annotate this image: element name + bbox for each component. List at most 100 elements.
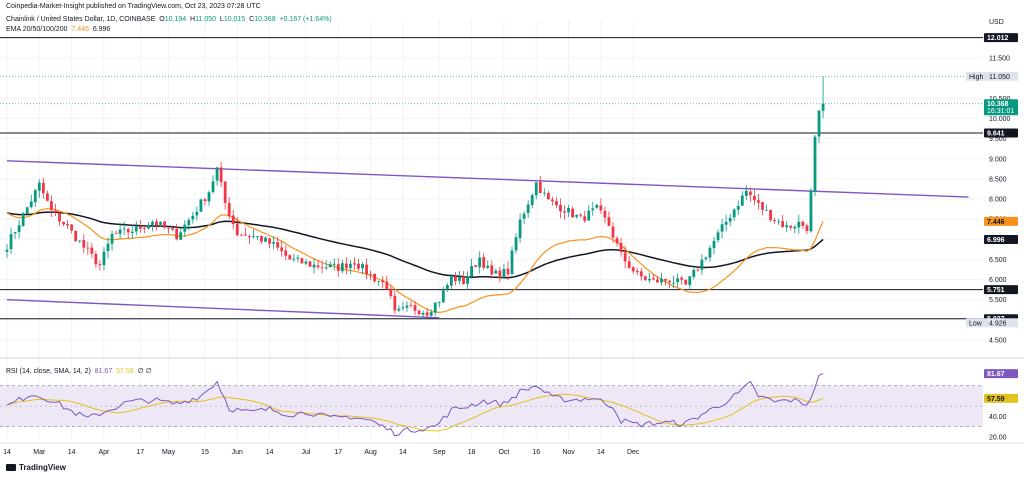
- candle-body: [821, 103, 825, 111]
- candle-body: [450, 275, 453, 286]
- candle-body: [417, 310, 421, 315]
- candle-body: [769, 210, 772, 220]
- candle-body: [546, 192, 550, 200]
- rsi-extra: ∅ ∅: [137, 368, 152, 375]
- candle-body: [397, 308, 401, 311]
- candle-body: [365, 264, 368, 275]
- low-tag-value: 4.926: [989, 320, 1007, 327]
- tradingview-logo[interactable]: TradingView: [6, 463, 66, 472]
- candle-body: [361, 264, 364, 269]
- candle-body: [46, 193, 49, 201]
- candle-body: [652, 278, 655, 280]
- x-tick-label: 16: [532, 449, 540, 456]
- candle-body: [494, 270, 498, 274]
- candle-body: [801, 221, 805, 226]
- candle-body: [789, 225, 793, 228]
- candle-body: [425, 312, 429, 316]
- candle-body: [268, 238, 271, 244]
- candle-body: [716, 232, 720, 241]
- candle-body: [227, 202, 231, 217]
- candle-body: [502, 268, 506, 278]
- candle-body: [74, 230, 78, 242]
- candle-body: [280, 247, 284, 252]
- candle-body: [409, 304, 413, 306]
- rsi-value-tag-bg: [984, 369, 1018, 379]
- high-tag-value: 11.050: [989, 74, 1010, 81]
- candle-body: [805, 225, 809, 231]
- candle-body: [421, 312, 425, 315]
- candle-body: [110, 234, 114, 244]
- rsi-ma-tag: 57.59: [987, 396, 1005, 403]
- candle-body: [639, 271, 643, 277]
- price-tag: 5.751: [987, 287, 1005, 294]
- candle-body: [155, 221, 158, 226]
- candle-body: [619, 242, 623, 253]
- candle-body: [211, 181, 215, 192]
- last-price-tag: 10.368: [987, 101, 1009, 108]
- candle-body: [316, 265, 320, 268]
- candle-body: [324, 267, 328, 269]
- candle-body: [668, 280, 671, 283]
- ema-legend[interactable]: EMA 20/50/100/200 7.446 6.996: [6, 25, 110, 34]
- y-tick-label: 6.000: [989, 277, 1007, 284]
- price-tag: 9.641: [987, 130, 1005, 137]
- candle-body: [50, 201, 53, 210]
- candle-body: [70, 224, 74, 231]
- trendline: [6, 298, 440, 319]
- candle-body: [336, 264, 340, 271]
- candle-body: [385, 281, 389, 289]
- price-tag: 12.012: [987, 35, 1009, 42]
- candle-body: [171, 227, 175, 230]
- candle-body: [664, 279, 667, 281]
- candle-body: [712, 240, 716, 249]
- candle-body: [54, 210, 57, 213]
- candle-body: [231, 215, 235, 225]
- candle-body: [239, 234, 243, 236]
- candle-body: [122, 228, 126, 230]
- y-tick-label: 8.500: [989, 176, 1007, 183]
- y-tick-label: 8.000: [989, 197, 1007, 204]
- candle-body: [571, 208, 574, 218]
- candle-body: [393, 295, 397, 311]
- x-tick-label: Jun: [232, 449, 243, 456]
- x-tick-label: Oct: [498, 449, 509, 456]
- candle-body: [656, 279, 659, 283]
- rsi-value: 81.67: [94, 368, 113, 375]
- rsi-label: RSI (14, close, SMA, 14, 2): [6, 368, 91, 375]
- candle-body: [199, 199, 203, 212]
- candle-body: [486, 265, 490, 268]
- candle-body: [591, 208, 595, 211]
- candle-body: [312, 264, 316, 268]
- x-tick-label: Sep: [433, 449, 446, 456]
- candle-body: [195, 211, 199, 216]
- ohlc-change: +0.167 (+1.64%): [279, 16, 332, 23]
- candle-body: [462, 276, 465, 284]
- rsi-ma-value: 57.59: [116, 368, 134, 375]
- candle-body: [353, 263, 356, 265]
- candle-body: [94, 253, 98, 265]
- candle-body: [518, 219, 522, 239]
- candle-body: [296, 257, 300, 259]
- candle-body: [607, 217, 611, 226]
- x-tick-label: Jul: [301, 449, 310, 456]
- x-tick-label: 14: [597, 449, 605, 456]
- candle-body: [538, 181, 542, 193]
- candle-body: [5, 249, 9, 252]
- candle-body: [599, 205, 603, 211]
- candle-body: [389, 288, 393, 296]
- candle-body: [429, 312, 433, 316]
- x-tick-label: Dec: [627, 449, 640, 456]
- candle-body: [37, 182, 41, 191]
- candle-body: [708, 247, 712, 258]
- candle-body: [235, 223, 239, 236]
- candle-body: [773, 220, 776, 221]
- candle-body: [748, 191, 752, 196]
- candle-body: [159, 222, 162, 225]
- ema20-value: 7.446: [71, 26, 89, 33]
- rsi-legend[interactable]: RSI (14, close, SMA, 14, 2) 81.67 57.59 …: [6, 367, 152, 376]
- y-tick-label: 10.000: [989, 116, 1011, 123]
- candle-body: [102, 251, 106, 266]
- candle-body: [260, 236, 263, 242]
